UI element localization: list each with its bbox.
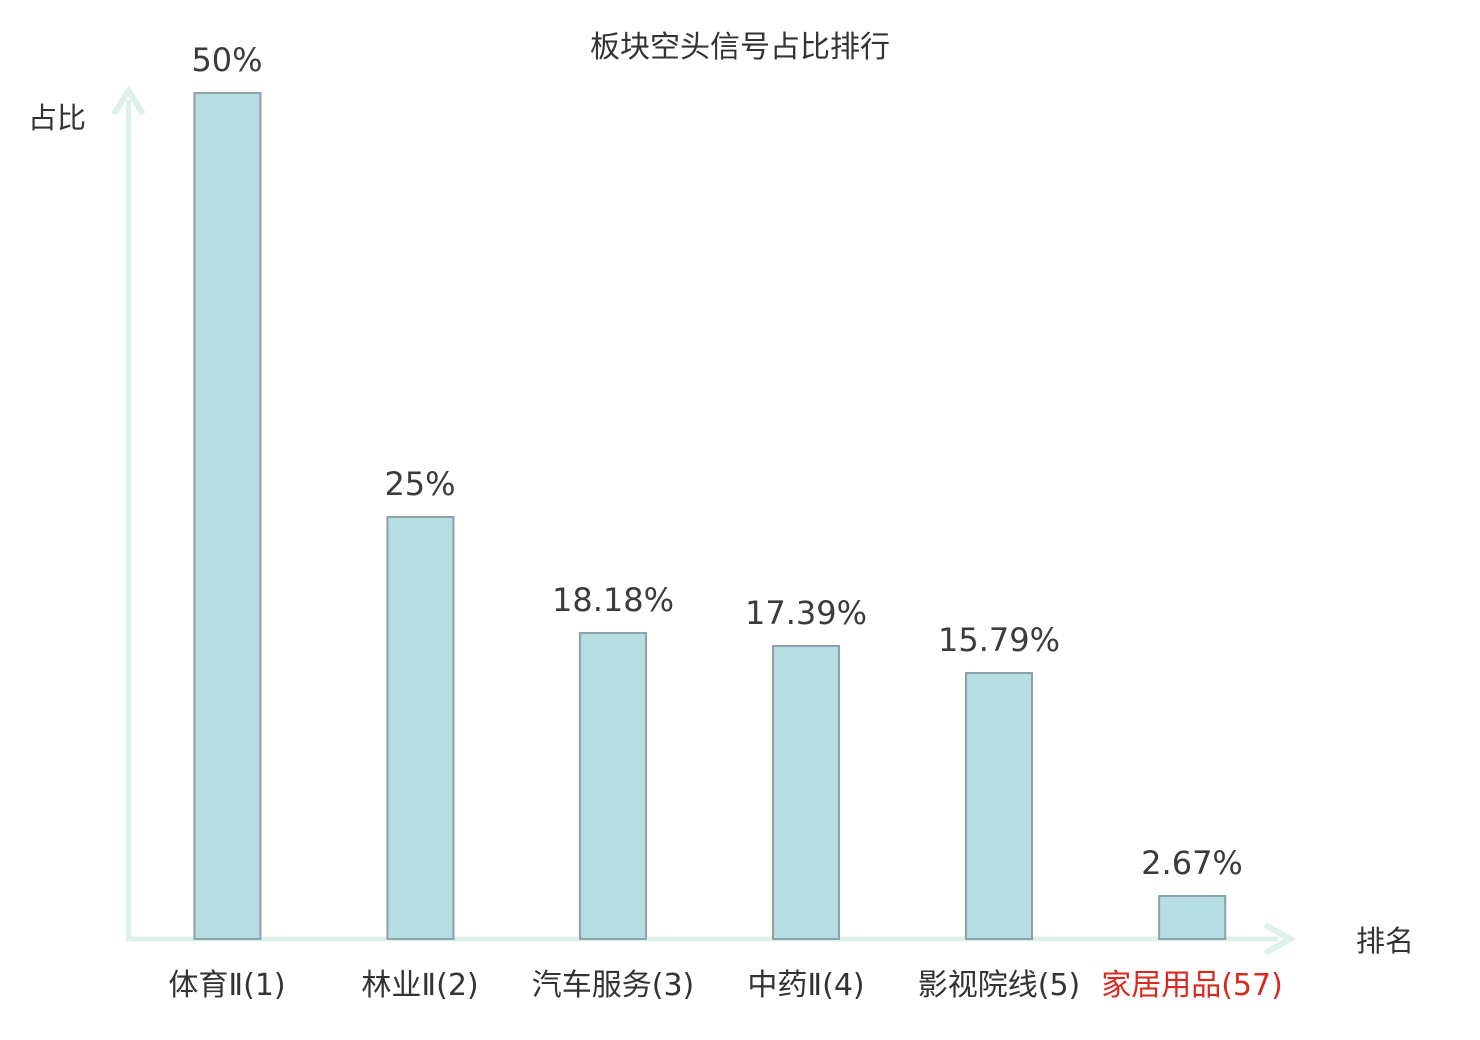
- x-axis-title: 排名: [1356, 924, 1415, 958]
- bar-group: 18.18% 汽车服务(3): [532, 580, 695, 1003]
- y-axis-title: 占比: [28, 101, 87, 135]
- bar: [386, 516, 454, 940]
- bar: [1158, 895, 1226, 940]
- bar-value-label: 25%: [384, 464, 456, 503]
- bar-group: 2.67% 家居用品(57): [1101, 843, 1283, 1003]
- x-axis-arrow-icon: [1263, 922, 1297, 956]
- category-label: 林业Ⅱ(2): [361, 968, 479, 1003]
- bar-group: 15.79% 影视院线(5): [918, 620, 1081, 1003]
- bar-group: 25% 林业Ⅱ(2): [361, 464, 478, 1003]
- bar-value-label: 17.39%: [744, 593, 868, 632]
- bar: [578, 632, 647, 940]
- category-label: 影视院线(5): [917, 968, 1081, 1003]
- bar-group: 50% 体育Ⅱ(1): [168, 40, 285, 1003]
- category-label: 汽车服务(3): [531, 968, 695, 1003]
- category-label: 家居用品(57): [1101, 968, 1283, 1003]
- bar-value-label: 2.67%: [1141, 843, 1243, 882]
- bar: [964, 672, 1033, 940]
- bar-value-label: 50%: [191, 40, 263, 79]
- category-label: 体育Ⅱ(1): [168, 968, 286, 1003]
- bar-group: 17.39% 中药Ⅱ(4): [744, 593, 868, 1003]
- bar-value-label: 15.79%: [937, 620, 1061, 659]
- bar-value-label: 18.18%: [551, 580, 675, 619]
- chart-title: 板块空头信号占比排行: [590, 30, 890, 65]
- bar: [771, 645, 840, 940]
- bar: [193, 92, 261, 940]
- y-axis-arrow-icon: [111, 85, 146, 116]
- category-label: 中药Ⅱ(4): [747, 968, 865, 1003]
